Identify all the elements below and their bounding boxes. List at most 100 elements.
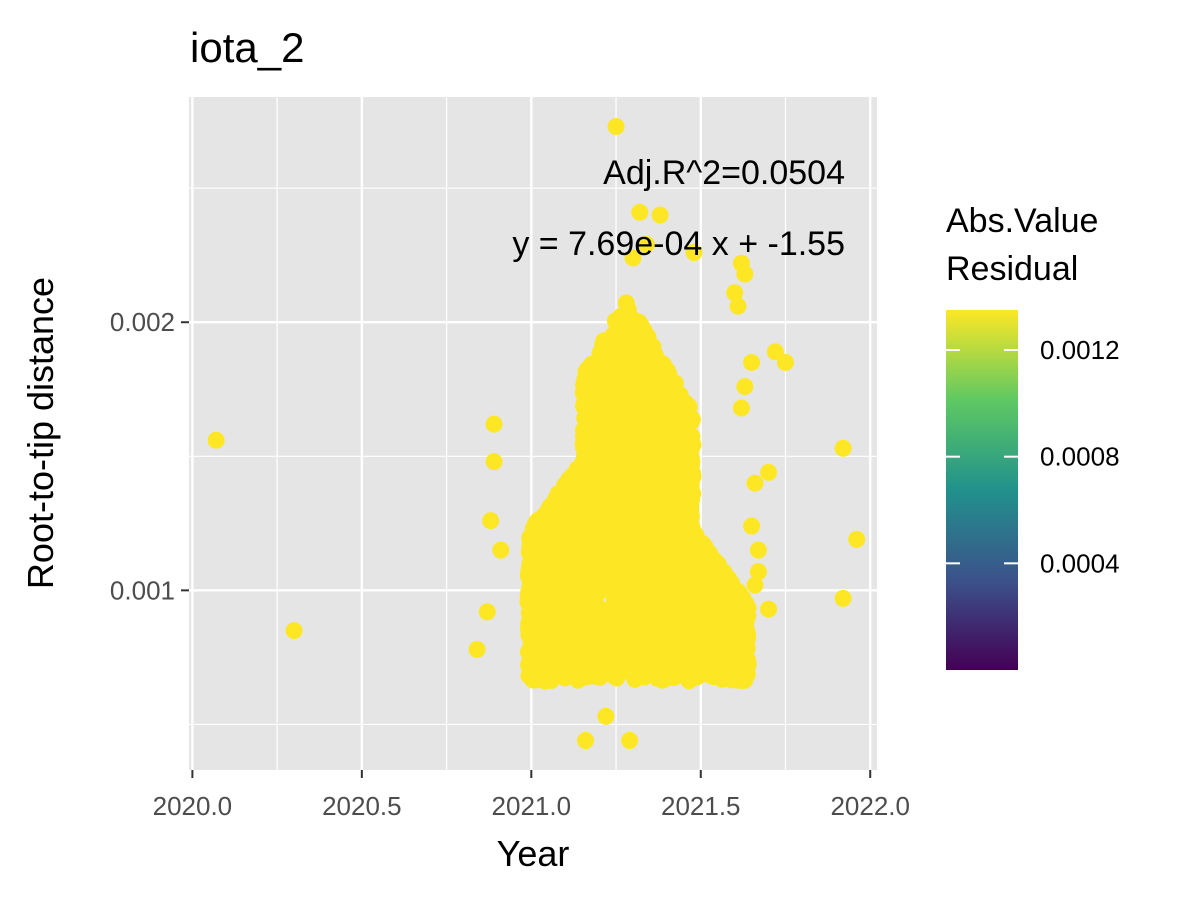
data-point — [749, 541, 767, 559]
data-point — [648, 442, 666, 460]
data-point — [621, 732, 639, 750]
data-point — [573, 665, 591, 683]
data-point — [485, 415, 503, 433]
data-point — [685, 244, 703, 262]
data-point — [492, 541, 510, 559]
data-point — [562, 529, 580, 547]
data-point — [598, 480, 616, 498]
data-point — [681, 579, 699, 597]
data-point — [593, 352, 611, 370]
data-point — [554, 488, 572, 506]
data-point — [720, 573, 738, 591]
data-point — [583, 474, 601, 492]
data-point — [667, 580, 685, 598]
data-point — [594, 608, 612, 626]
data-point — [619, 370, 637, 388]
data-point — [746, 576, 764, 594]
data-point — [585, 431, 603, 449]
data-point — [608, 430, 626, 448]
data-point — [640, 345, 658, 363]
data-point — [545, 597, 563, 615]
data-point — [736, 378, 754, 396]
data-point — [711, 631, 729, 649]
data-point — [285, 622, 303, 640]
data-point — [577, 570, 595, 588]
y-axis-title: Root-to-tip distance — [20, 277, 61, 589]
data-point — [834, 589, 852, 607]
data-point — [600, 384, 618, 402]
data-point — [618, 591, 636, 609]
data-point — [642, 409, 660, 427]
data-point — [612, 312, 630, 330]
data-point — [525, 628, 543, 646]
data-point — [603, 533, 621, 551]
data-point — [612, 663, 630, 681]
data-point — [540, 515, 558, 533]
data-point — [649, 646, 667, 664]
x-axis-title: Year — [497, 833, 570, 874]
data-point — [575, 449, 593, 467]
data-point — [678, 500, 696, 518]
data-point — [683, 550, 701, 568]
equation-annotation: y = 7.69e-04 x + -1.55 — [512, 225, 845, 263]
data-point — [726, 284, 744, 302]
data-point — [522, 644, 540, 662]
data-point — [580, 516, 598, 534]
legend-colorbar — [946, 310, 1018, 670]
data-point — [579, 613, 597, 631]
data-point — [546, 622, 564, 640]
data-point — [207, 431, 225, 449]
data-point — [549, 574, 567, 592]
data-point — [574, 539, 592, 557]
data-point — [729, 630, 747, 648]
data-point — [566, 628, 584, 646]
data-point — [624, 249, 642, 267]
data-point — [594, 403, 612, 421]
data-point — [616, 498, 634, 516]
data-point — [700, 544, 718, 562]
data-point — [626, 332, 644, 350]
data-point — [522, 575, 540, 593]
data-point — [715, 668, 733, 686]
x-tick-label: 2020.5 — [322, 791, 402, 821]
data-point — [589, 491, 607, 509]
data-point — [650, 364, 668, 382]
data-point — [674, 637, 692, 655]
data-point — [766, 343, 784, 361]
data-point — [834, 439, 852, 457]
data-point — [719, 597, 737, 615]
data-point — [592, 449, 610, 467]
data-point — [572, 463, 590, 481]
data-point — [657, 599, 675, 617]
data-point — [578, 364, 596, 382]
data-point — [525, 530, 543, 548]
data-point — [760, 463, 778, 481]
data-point — [626, 656, 644, 674]
data-point — [729, 297, 747, 315]
data-point — [689, 532, 707, 550]
data-point — [597, 707, 615, 725]
data-point — [601, 623, 619, 641]
r-squared-annotation: Adj.R^2=0.0504 — [603, 154, 845, 192]
data-point — [609, 606, 627, 624]
data-point — [629, 528, 647, 546]
data-point — [598, 332, 616, 350]
data-point — [485, 453, 503, 471]
data-point — [574, 503, 592, 521]
data-point — [682, 456, 700, 474]
data-point — [545, 667, 563, 685]
data-point — [559, 551, 577, 569]
data-point — [671, 465, 689, 483]
data-point — [776, 353, 794, 371]
data-point — [732, 399, 750, 417]
color-legend: Abs.Value Residual 0.0012 0.0008 0.0004 — [946, 202, 1120, 670]
data-point — [693, 659, 711, 677]
legend-title-line2: Residual — [946, 250, 1078, 288]
y-tick-label: 0.002 — [110, 307, 175, 337]
data-point — [575, 377, 593, 395]
legend-tick-label: 0.0012 — [1040, 335, 1120, 365]
data-point — [684, 485, 702, 503]
chart-title: iota_2 — [190, 24, 304, 71]
data-point — [760, 600, 778, 618]
